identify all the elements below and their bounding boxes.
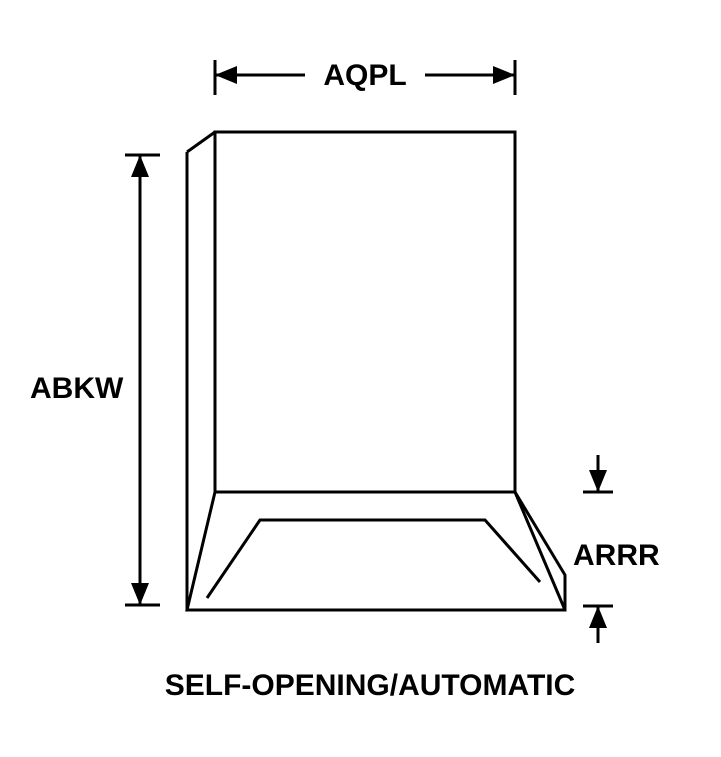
bag-diagram: AQPL ABKW ARRR SELF-OPENING/AUTOMATIC — [0, 0, 721, 757]
dimension-top-label: AQPL — [323, 59, 406, 92]
bag-back-flap — [187, 132, 215, 152]
bag-front-panel — [215, 132, 515, 492]
dimension-right-label: ARRR — [573, 539, 660, 572]
bag-bottom-right-fold — [515, 492, 565, 610]
dimension-right: ARRR — [573, 455, 660, 643]
bag-bottom-outer — [187, 492, 565, 610]
dimension-top: AQPL — [215, 59, 515, 95]
diagram-caption: SELF-OPENING/AUTOMATIC — [165, 669, 576, 702]
dimension-left-label: ABKW — [30, 372, 124, 405]
dimension-left: ABKW — [30, 155, 160, 605]
bag-bottom-inner — [207, 520, 540, 598]
